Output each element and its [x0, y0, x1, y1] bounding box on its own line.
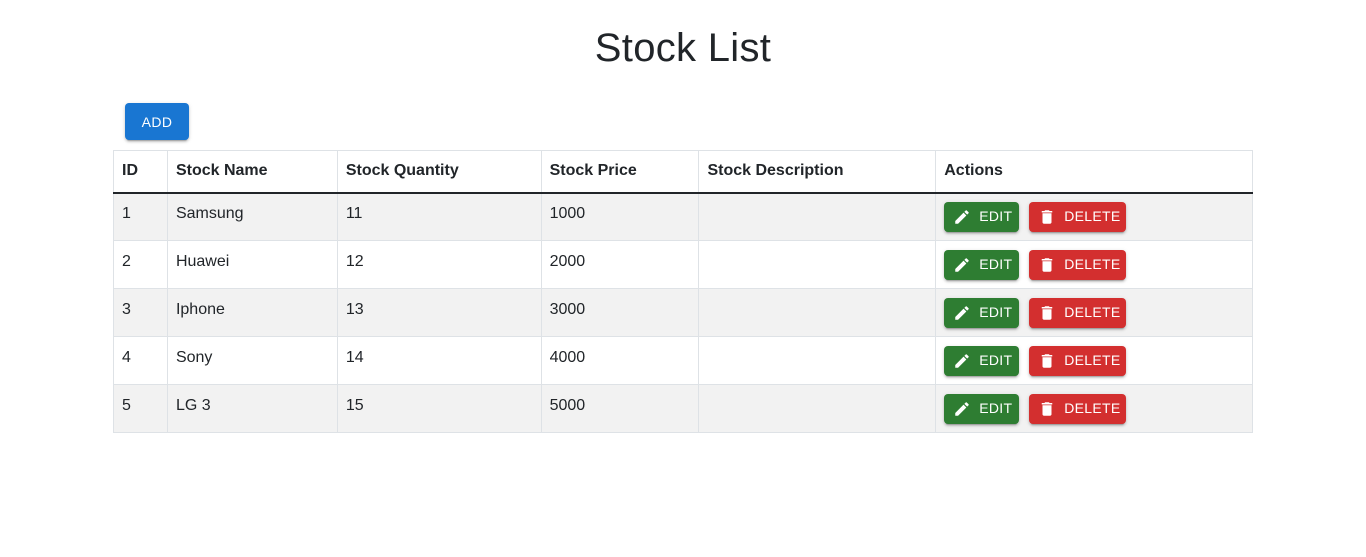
add-button[interactable]: ADD — [125, 103, 189, 140]
header-stock-name: Stock Name — [166, 150, 338, 194]
delete-button[interactable]: DELETE — [1029, 201, 1127, 232]
cell-id: 2 — [113, 240, 168, 289]
table-row: 2 Huawei 12 2000 EDIT DELETE — [113, 240, 1253, 289]
cell-stock-price-text: 5000 — [549, 396, 586, 414]
cell-stock-name-text: LG 3 — [175, 396, 211, 414]
table-row: 3 Iphone 13 3000 EDIT DELETE — [113, 288, 1253, 337]
cell-stock-price-text: 1000 — [549, 204, 586, 222]
cell-stock-price-text: 2000 — [549, 252, 586, 270]
edit-button-label: EDIT — [979, 207, 1013, 224]
table-body: 1 Samsung 11 1000 EDIT DELETE 2 Huaw — [113, 192, 1253, 433]
cell-stock-price-text: 4000 — [549, 348, 586, 366]
cell-stock-name-text: Sony — [175, 348, 213, 366]
cell-id-text: 2 — [122, 252, 131, 270]
header-stock-description: Stock Description — [698, 150, 937, 194]
delete-button[interactable]: DELETE — [1029, 249, 1127, 280]
edit-button[interactable]: EDIT — [944, 201, 1020, 232]
edit-button[interactable]: EDIT — [944, 249, 1020, 280]
cell-stock-quantity-text: 15 — [345, 396, 364, 414]
edit-button-label: EDIT — [979, 399, 1013, 416]
table-header: ID Stock Name Stock Quantity Stock Price… — [113, 150, 1253, 194]
cell-id: 3 — [113, 288, 168, 337]
delete-button-label: DELETE — [1064, 255, 1121, 272]
cell-id-text: 1 — [122, 204, 131, 222]
delete-button-label: DELETE — [1064, 351, 1121, 368]
page-title: Stock List — [594, 26, 772, 70]
cell-stock-name: Iphone — [166, 288, 338, 337]
cell-id-text: 5 — [122, 396, 131, 414]
pencil-icon — [953, 256, 971, 274]
cell-stock-description — [698, 192, 937, 241]
cell-stock-price: 4000 — [540, 336, 700, 385]
pencil-icon — [953, 304, 971, 322]
cell-stock-quantity: 13 — [336, 288, 542, 337]
cell-id: 1 — [113, 192, 168, 241]
delete-button-label: DELETE — [1064, 207, 1121, 224]
edit-button-label: EDIT — [979, 303, 1013, 320]
delete-button[interactable]: DELETE — [1029, 393, 1127, 424]
cell-stock-quantity-text: 13 — [345, 300, 364, 318]
cell-stock-name: Huawei — [166, 240, 338, 289]
cell-stock-name: LG 3 — [166, 384, 338, 433]
delete-button[interactable]: DELETE — [1029, 297, 1127, 328]
cell-id-text: 4 — [122, 348, 131, 366]
trash-icon — [1038, 400, 1056, 418]
pencil-icon — [953, 400, 971, 418]
delete-button-label: DELETE — [1064, 303, 1121, 320]
cell-id: 5 — [113, 384, 168, 433]
cell-stock-price: 5000 — [540, 384, 700, 433]
cell-stock-quantity: 12 — [336, 240, 542, 289]
cell-stock-description — [698, 384, 937, 433]
cell-stock-price-text: 3000 — [549, 300, 586, 318]
cell-actions: EDIT DELETE — [935, 192, 1253, 241]
cell-stock-quantity: 11 — [336, 192, 542, 241]
pencil-icon — [953, 352, 971, 370]
trash-icon — [1038, 352, 1056, 370]
cell-stock-name-text: Huawei — [175, 252, 230, 270]
cell-stock-description — [698, 240, 937, 289]
trash-icon — [1038, 208, 1056, 226]
trash-icon — [1038, 304, 1056, 322]
delete-button[interactable]: DELETE — [1029, 345, 1127, 376]
pencil-icon — [953, 208, 971, 226]
edit-button[interactable]: EDIT — [944, 345, 1020, 376]
cell-actions: EDIT DELETE — [935, 384, 1253, 433]
cell-id-text: 3 — [122, 300, 131, 318]
cell-stock-quantity: 15 — [336, 384, 542, 433]
trash-icon — [1038, 256, 1056, 274]
edit-button[interactable]: EDIT — [944, 297, 1020, 328]
delete-button-label: DELETE — [1064, 399, 1121, 416]
cell-stock-name-text: Iphone — [175, 300, 225, 318]
table-row: 4 Sony 14 4000 EDIT DELETE — [113, 336, 1253, 385]
cell-stock-price: 1000 — [540, 192, 700, 241]
edit-button[interactable]: EDIT — [944, 393, 1020, 424]
stock-table: ID Stock Name Stock Quantity Stock Price… — [113, 150, 1253, 433]
cell-stock-price: 2000 — [540, 240, 700, 289]
cell-actions: EDIT DELETE — [935, 240, 1253, 289]
cell-stock-quantity-text: 11 — [345, 204, 363, 222]
cell-actions: EDIT DELETE — [935, 288, 1253, 337]
cell-stock-quantity-text: 14 — [345, 348, 364, 366]
cell-stock-price: 3000 — [540, 288, 700, 337]
header-row: ID Stock Name Stock Quantity Stock Price… — [113, 150, 1253, 194]
cell-stock-quantity-text: 12 — [345, 252, 364, 270]
cell-id: 4 — [113, 336, 168, 385]
cell-stock-name: Samsung — [166, 192, 338, 241]
table-row: 5 LG 3 15 5000 EDIT DELETE — [113, 384, 1253, 433]
header-actions: Actions — [935, 150, 1253, 194]
header-stock-price: Stock Price — [540, 150, 700, 194]
edit-button-label: EDIT — [979, 255, 1013, 272]
cell-stock-name-text: Samsung — [175, 204, 244, 222]
cell-stock-description — [698, 336, 937, 385]
header-stock-quantity: Stock Quantity — [336, 150, 542, 194]
header-id: ID — [113, 150, 168, 194]
cell-stock-quantity: 14 — [336, 336, 542, 385]
table-row: 1 Samsung 11 1000 EDIT DELETE — [113, 192, 1253, 241]
cell-stock-name: Sony — [166, 336, 338, 385]
cell-stock-description — [698, 288, 937, 337]
edit-button-label: EDIT — [979, 351, 1013, 368]
cell-actions: EDIT DELETE — [935, 336, 1253, 385]
